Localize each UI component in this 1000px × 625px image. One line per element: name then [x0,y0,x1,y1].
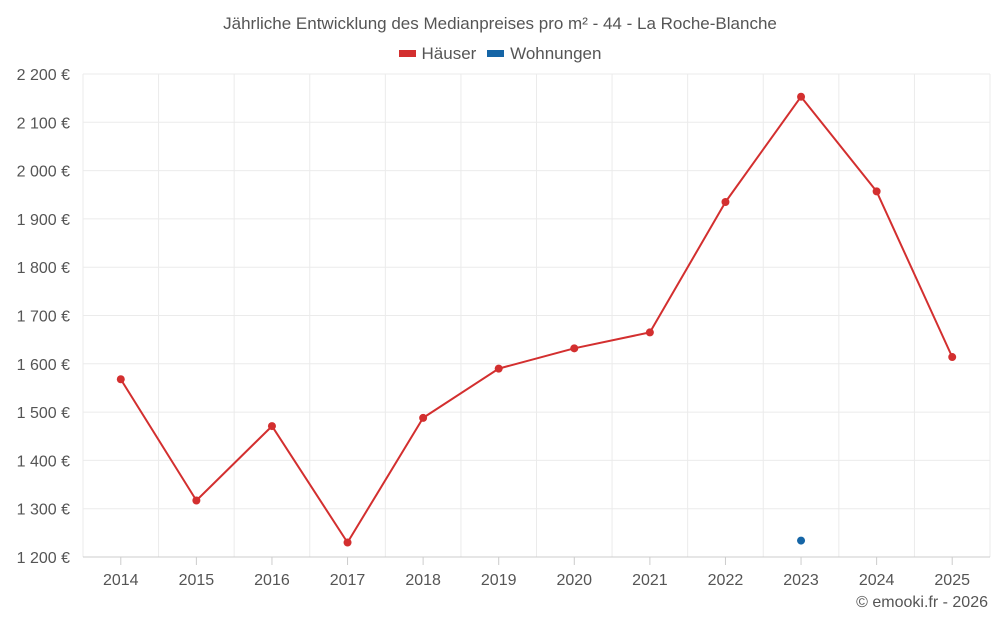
y-tick-label: 2 100 € [17,115,70,132]
x-tick-label: 2016 [254,572,290,589]
data-point-haeuser[interactable] [267,422,276,431]
legend-item-wohnungen[interactable]: Wohnungen [487,44,601,64]
x-tick-label: 2023 [783,572,819,589]
data-point-haeuser[interactable] [721,197,730,206]
chart-title: Jährliche Entwicklung des Medianpreises … [223,14,777,33]
legend-label-wohnungen: Wohnungen [510,44,602,63]
x-tick-label: 2021 [632,572,668,589]
x-tick-label: 2018 [405,572,441,589]
y-tick-label: 2 200 € [17,67,70,84]
data-point-haeuser[interactable] [343,538,352,547]
legend-item-haeuser[interactable]: Häuser [398,44,477,64]
y-tick-label: 1 600 € [17,357,70,374]
y-tick-label: 1 500 € [17,405,70,422]
y-tick-label: 1 900 € [17,212,70,229]
y-tick-label: 1 400 € [17,453,70,470]
y-tick-label: 1 700 € [17,309,70,326]
x-tick-label: 2020 [556,572,592,589]
series-line-haeuser [119,95,954,544]
x-tick-label: 2019 [481,572,517,589]
data-point-haeuser[interactable] [494,364,503,373]
y-tick-label: 1 200 € [17,550,70,567]
data-point-haeuser[interactable] [116,375,125,384]
legend: Häuser Wohnungen [0,44,1000,64]
x-tick-label: 2024 [859,572,895,589]
credit-text: © emooki.fr - 2026 [856,594,988,611]
data-point-haeuser[interactable] [645,328,654,337]
x-tick-label: 2025 [934,572,970,589]
data-point-haeuser[interactable] [419,413,428,422]
y-tick-label: 1 800 € [17,260,70,277]
data-point-wohnungen[interactable] [797,536,806,545]
y-tick-label: 1 300 € [17,502,70,519]
axes: 1 200 € 1 300 € 1 400 € 1 500 € 1 600 € 1 700… [17,67,990,589]
data-point-haeuser[interactable] [872,187,881,196]
grid [82,73,991,558]
data-point-haeuser[interactable] [570,344,579,353]
data-point-haeuser[interactable] [948,353,957,362]
x-tick-label: 2017 [330,572,366,589]
data-point-haeuser[interactable] [192,496,201,505]
x-tick-label: 2014 [103,572,139,589]
y-tick-label: 2 000 € [17,164,70,181]
legend-swatch-haeuser [398,50,416,58]
series [116,92,957,547]
legend-swatch-wohnungen [487,50,505,58]
data-point-haeuser[interactable] [797,92,806,101]
x-tick-label: 2022 [708,572,744,589]
legend-label-haeuser: Häuser [421,44,477,63]
x-tick-label: 2015 [179,572,215,589]
